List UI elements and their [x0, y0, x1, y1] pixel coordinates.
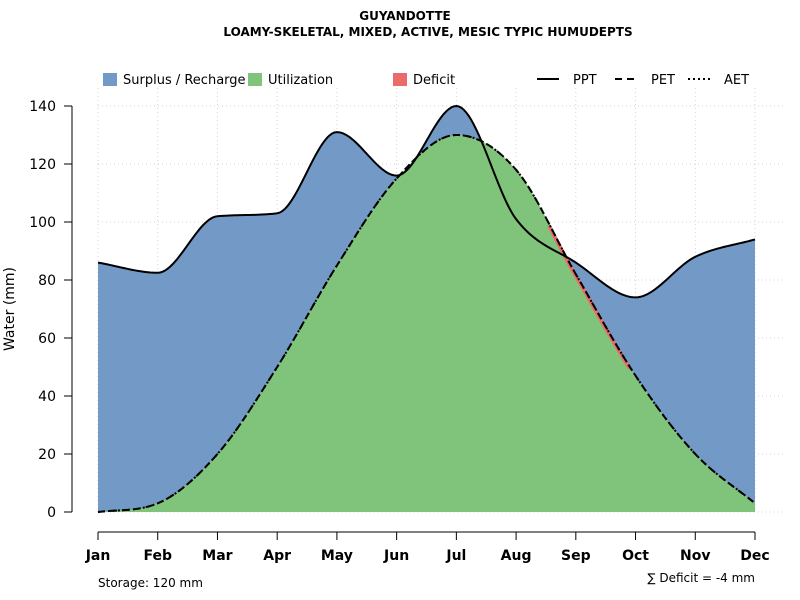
y-axis-label: Water (mm): [2, 267, 18, 351]
legend-label-deficit: Deficit: [413, 73, 455, 88]
chart-title: GUYANDOTTE: [359, 9, 450, 23]
utilization-area: [98, 135, 755, 512]
x-tick-label-jan: Jan: [85, 548, 111, 564]
x-tick-label-mar: Mar: [202, 548, 232, 564]
deficit-note: ∑ Deficit = -4 mm: [647, 571, 755, 585]
y-tick-label-40: 40: [38, 389, 56, 405]
legend-label-aet: AET: [724, 73, 749, 88]
legend-swatch-deficit: [393, 73, 407, 86]
legend-label-surplus-recharge: Surplus / Recharge: [123, 73, 246, 88]
y-tick-label-100: 100: [29, 215, 56, 231]
x-tick-label-sep: Sep: [561, 548, 591, 564]
series-lines: [97, 104, 756, 513]
x-tick-label-aug: Aug: [501, 548, 532, 564]
legend-label-ppt: PPT: [573, 73, 597, 88]
legend-label-pet: PET: [651, 73, 675, 88]
y-tick-label-60: 60: [38, 331, 56, 347]
x-tick-label-apr: Apr: [263, 548, 291, 564]
y-tick-label-80: 80: [38, 273, 56, 289]
area-fills: [98, 106, 755, 512]
x-tick-label-nov: Nov: [680, 548, 710, 564]
x-tick-label-jun: Jun: [383, 548, 409, 564]
y-tick-label-140: 140: [29, 99, 56, 115]
pet-line: [97, 133, 756, 513]
surplus-band: [98, 106, 755, 512]
x-tick-label-dec: Dec: [740, 548, 769, 564]
axes: 0 20 40 60 80 100 120 140 Jan Feb Mar Apr May Jun Jul A…: [29, 99, 769, 564]
legend-label-utilization: Utilization: [268, 73, 333, 88]
legend-swatch-utilization: [248, 73, 262, 86]
y-tick-label-20: 20: [38, 447, 56, 463]
x-tick-label-feb: Feb: [143, 548, 172, 564]
ppt-line: [97, 104, 756, 299]
storage-note: Storage: 120 mm: [98, 576, 203, 590]
x-tick-label-oct: Oct: [622, 548, 649, 564]
y-tick-label-120: 120: [29, 157, 56, 173]
legend: Surplus / Recharge Utilization Deficit PPT P…: [103, 73, 749, 88]
chart-subtitle: LOAMY-SKELETAL, MIXED, ACTIVE, MESIC TYP…: [223, 25, 632, 39]
legend-swatch-surplus-recharge: [103, 73, 117, 86]
y-tick-label-0: 0: [47, 505, 56, 521]
x-tick-label-may: May: [321, 548, 353, 564]
x-tick-label-jul: Jul: [445, 548, 466, 564]
